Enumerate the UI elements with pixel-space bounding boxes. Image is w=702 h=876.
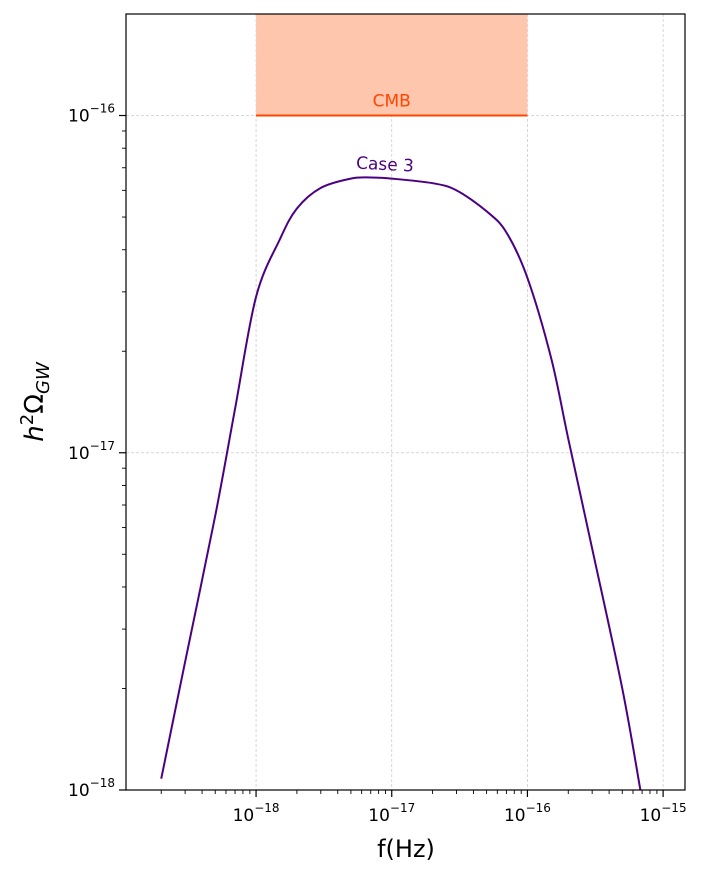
case-3-series-line	[160, 176, 642, 791]
case-3-label: Case 3	[356, 154, 415, 177]
ticks: 10−18 10−17 10−16 10−15 10−18 10−17 10−16	[68, 102, 687, 826]
x-tick-label: 10−15	[640, 801, 687, 826]
plot-frame	[125, 13, 686, 791]
y-tick-label: 10−18	[68, 776, 115, 801]
cmb-region	[256, 14, 528, 116]
x-axis-label: f(Hz)	[377, 835, 435, 863]
x-tick-label: 10−17	[368, 801, 415, 826]
cmb-label: CMB	[373, 92, 411, 112]
y-axis-label: h2ΩGW	[17, 361, 54, 442]
x-tick-label: 10−16	[504, 801, 551, 826]
x-tick-label: 10−18	[233, 801, 280, 826]
y-tick-label: 10−16	[68, 102, 115, 127]
y-tick-label: 10−17	[68, 439, 115, 464]
grid	[126, 14, 685, 791]
